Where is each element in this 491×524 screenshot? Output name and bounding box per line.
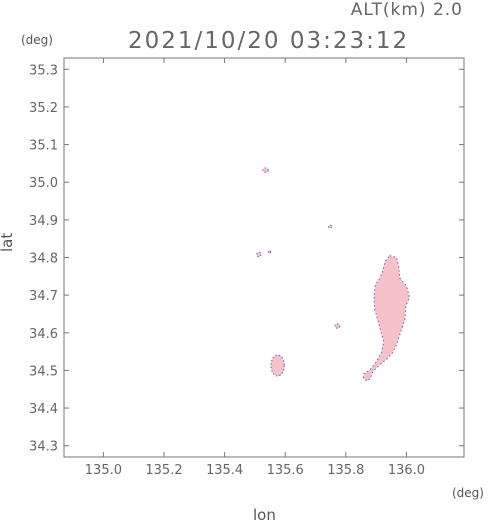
echo-region-speck-west-2 [267, 249, 272, 254]
y-tick-label: 34.8 [29, 252, 58, 267]
x-tick-label: 135.4 [206, 463, 243, 478]
echo-region-speck-west [256, 251, 262, 258]
y-tick-label: 35.2 [29, 101, 58, 116]
x-axis-label: lon [253, 506, 276, 524]
y-tick-label: 34.6 [29, 327, 58, 342]
echo-region-speck-mid [328, 224, 333, 229]
y-tick-label: 35.0 [29, 176, 58, 191]
y-unit-label: (deg) [21, 33, 53, 47]
y-tick-label: 34.9 [29, 214, 58, 229]
altitude-label: ALT(km) 2.0 [350, 0, 463, 20]
y-tick-label: 34.4 [29, 402, 58, 417]
plot-frame [63, 57, 465, 458]
x-tick-label: 135.0 [85, 463, 122, 478]
chart-title: 2021/10/20 03:23:12 [128, 28, 410, 54]
x-tick-label: 136.0 [388, 463, 425, 478]
y-tick-label: 34.5 [29, 364, 58, 379]
x-tick-label: 135.6 [267, 463, 304, 478]
y-tick-label: 35.1 [29, 139, 58, 154]
echo-region-cell-south [270, 354, 285, 377]
y-tick-label: 34.3 [29, 440, 58, 455]
x-tick-label: 135.2 [145, 463, 182, 478]
echo-region-cell-main [362, 255, 411, 382]
echo-region-speck-north [262, 167, 269, 173]
x-unit-label: (deg) [452, 486, 484, 500]
y-tick-label: 34.7 [29, 289, 58, 304]
x-tick-label: 135.8 [327, 463, 364, 478]
echo-region-speck-east [334, 323, 341, 329]
y-tick-label: 35.3 [29, 63, 58, 78]
